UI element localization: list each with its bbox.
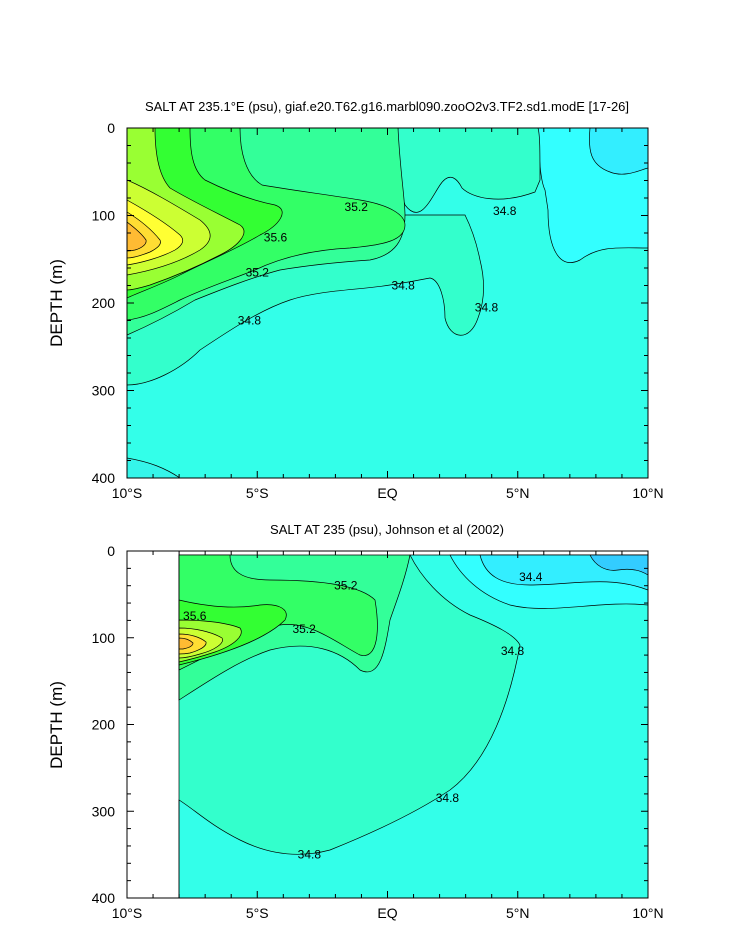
contour-label: 34.8 bbox=[501, 644, 525, 658]
contour-label: 35.2 bbox=[345, 200, 369, 214]
contour-label: 35.2 bbox=[246, 265, 270, 279]
x-tick-label: 10°N bbox=[632, 905, 663, 921]
panel-model-title: SALT AT 235.1°E (psu), giaf.e20.T62.g16.… bbox=[145, 99, 629, 114]
x-tick-label: 5°S bbox=[246, 485, 269, 501]
panel-obs-y-axis-label: DEPTH (m) bbox=[47, 681, 66, 769]
contour-label: 34.8 bbox=[493, 204, 517, 218]
panel-model-contours bbox=[127, 128, 648, 478]
contour-label: 35.6 bbox=[264, 230, 288, 244]
contour-label: 34.8 bbox=[238, 314, 262, 328]
y-tick-label: 300 bbox=[92, 383, 116, 399]
y-tick-label: 400 bbox=[92, 470, 116, 486]
panel-model-y-axis-label: DEPTH (m) bbox=[47, 259, 66, 347]
contour-label: 35.2 bbox=[292, 622, 316, 636]
contour-label: 34.8 bbox=[475, 300, 499, 314]
contour-fill-deep bbox=[127, 457, 181, 478]
panel-model-contour-labels: 35.6 35.2 34.8 35.2 34.8 34.8 34.8 bbox=[238, 200, 517, 328]
panel-obs: SALT AT 235 (psu), Johnson et al (2002) bbox=[47, 522, 664, 921]
obs-fill-34-8 bbox=[178, 554, 648, 898]
contour-label: 34.8 bbox=[436, 791, 460, 805]
x-tick-label: 10°S bbox=[112, 485, 143, 501]
contour-label: 34.4 bbox=[519, 570, 543, 584]
y-tick-label: 100 bbox=[92, 630, 116, 646]
obs-fill-34-2 bbox=[589, 554, 648, 576]
y-tick-label: 100 bbox=[92, 208, 116, 224]
y-tick-label: 0 bbox=[107, 120, 115, 136]
y-tick-label: 400 bbox=[92, 890, 116, 906]
contour-label: 34.8 bbox=[298, 848, 322, 862]
panel-obs-title: SALT AT 235 (psu), Johnson et al (2002) bbox=[270, 522, 504, 537]
panel-obs-ticks: 10°S 5°S EQ 5°N 10°N 0 100 200 300 400 bbox=[92, 543, 664, 921]
panel-obs-contours bbox=[178, 554, 648, 898]
x-tick-label: 10°N bbox=[632, 485, 663, 501]
y-tick-label: 300 bbox=[92, 803, 116, 819]
obs-fill-36-2 bbox=[178, 637, 194, 650]
contour-label: 35.6 bbox=[183, 609, 207, 623]
panel-obs-contour-labels: 35.2 34.4 35.6 35.2 34.8 34.8 34.8 bbox=[183, 570, 543, 862]
panel-model: SALT AT 235.1°E (psu), giaf.e20.T62.g16.… bbox=[47, 99, 664, 501]
panel-model-ticks: 10°S 5°S EQ 5°N 10°N 0 100 200 300 400 bbox=[92, 120, 664, 501]
contour-label: 34.8 bbox=[391, 279, 415, 293]
x-tick-label: EQ bbox=[377, 905, 397, 921]
y-tick-label: 0 bbox=[107, 543, 115, 559]
x-tick-label: 5°S bbox=[246, 905, 269, 921]
contour-fill-fresher bbox=[589, 128, 648, 175]
x-tick-label: 5°N bbox=[506, 905, 530, 921]
contour-label: 35.2 bbox=[334, 579, 358, 593]
x-tick-label: EQ bbox=[377, 485, 397, 501]
x-tick-label: 5°N bbox=[506, 485, 530, 501]
x-tick-label: 10°S bbox=[112, 905, 143, 921]
y-tick-label: 200 bbox=[92, 717, 116, 733]
y-tick-label: 200 bbox=[92, 295, 116, 311]
